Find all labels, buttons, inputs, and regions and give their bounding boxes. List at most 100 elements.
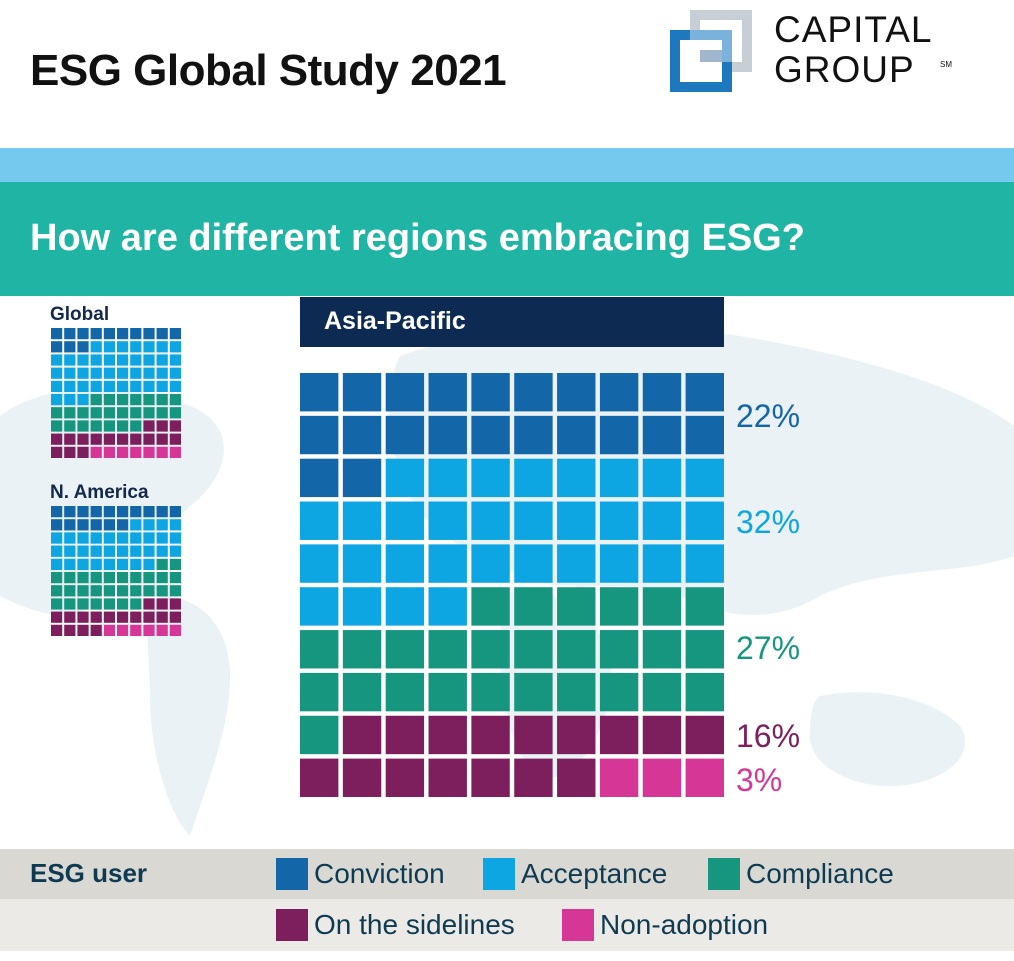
waffle-cell-acceptance [385,501,425,540]
waffle-cell-compliance [514,587,553,626]
waffle-cell-conviction [300,415,339,455]
waffle-cell-compliance [300,630,339,669]
waffle-cell-acceptance [685,544,724,583]
waffle-cell-conviction [169,506,181,518]
waffle-cell-sidelines [169,611,181,623]
waffle-cell-conviction [557,373,596,412]
waffle-cell-sidelines [90,433,102,445]
waffle-cell-acceptance [156,367,168,379]
waffle-cell-acceptance [64,367,76,379]
waffle-cell-acceptance [300,544,339,583]
logo-line-2: GROUP [774,49,915,90]
waffle-cell-acceptance [51,367,63,379]
legend-item-compliance: Compliance [708,858,894,890]
waffle-cell-acceptance [90,354,102,366]
waffle-cell-acceptance [77,367,89,379]
waffle-cell-sidelines [116,433,129,445]
waffle-cell-conviction [51,506,63,518]
waffle-cell-acceptance [90,341,102,353]
waffle-cell-conviction [599,415,639,455]
waffle-cell-acceptance [90,532,102,544]
waffle-cell-compliance [642,587,682,626]
conviction-swatch-icon [276,858,308,890]
waffle-cell-non-adoption [103,624,116,636]
waffle-cell-conviction [428,415,467,455]
waffle-cell-compliance [64,598,76,610]
waffle-cell-compliance [64,571,76,584]
waffle-cell-compliance [300,672,339,712]
waffle-cell-acceptance [103,354,116,366]
waffle-cell-conviction [342,373,382,412]
waffle-cell-sidelines [64,446,76,458]
waffle-cell-compliance [385,630,425,669]
waffle-cell-compliance [90,571,102,584]
waffle-cell-acceptance [77,545,89,557]
waffle-cell-acceptance [116,354,129,366]
waffle-cell-acceptance [169,380,181,393]
asia-pacific-chart-title: Asia-Pacific [324,307,466,335]
waffle-cell-sidelines [64,624,76,636]
waffle-cell-acceptance [300,501,339,540]
waffle-cell-acceptance [385,587,425,626]
waffle-cell-compliance [103,420,116,432]
global-chart-title: Global [50,304,110,325]
waffle-cell-acceptance [64,393,76,406]
waffle-cell-acceptance [143,519,155,531]
waffle-cell-sidelines [385,758,425,797]
waffle-cell-conviction [514,415,553,455]
waffle-cell-sidelines [428,758,467,797]
waffle-cell-sidelines [385,715,425,755]
waffle-cell-sidelines [156,433,168,445]
waffle-cell-conviction [103,328,116,340]
waffle-cell-sidelines [130,611,142,623]
waffle-cell-sidelines [342,715,382,755]
waffle-cell-sidelines [116,611,129,623]
waffle-cell-acceptance [385,544,425,583]
waffle-cell-compliance [90,407,102,419]
waffle-cell-acceptance [77,558,89,571]
waffle-cell-compliance [156,558,168,571]
waffle-cell-sidelines [51,611,63,623]
waffle-cell-compliance [130,420,142,432]
waffle-cell-acceptance [130,367,142,379]
waffle-cell-acceptance [557,501,596,540]
waffle-cell-acceptance [599,501,639,540]
waffle-cell-acceptance [51,354,63,366]
waffle-cell-acceptance [599,544,639,583]
waffle-cell-acceptance [143,558,155,571]
waffle-cell-acceptance [342,544,382,583]
waffle-cell-acceptance [90,367,102,379]
waffle-cell-acceptance [51,532,63,544]
waffle-cell-acceptance [642,458,682,498]
waffle-cell-compliance [156,571,168,584]
waffle-cell-conviction [77,519,89,531]
waffle-cell-conviction [116,506,129,518]
waffle-cell-compliance [599,587,639,626]
legend-row-2 [0,899,1014,951]
waffle-cell-acceptance [116,545,129,557]
waffle-cell-conviction [642,373,682,412]
sidelines-swatch-icon [276,909,308,941]
n-america-waffle-chart [51,506,181,636]
waffle-cell-compliance [103,598,116,610]
waffle-cell-acceptance [103,532,116,544]
waffle-cell-conviction [64,341,76,353]
waffle-cell-compliance [514,630,553,669]
waffle-cell-compliance [90,585,102,597]
waffle-cell-non-adoption [156,624,168,636]
waffle-cell-acceptance [471,458,510,498]
waffle-cell-conviction [130,328,142,340]
waffle-cell-acceptance [342,587,382,626]
waffle-cell-sidelines [90,611,102,623]
waffle-cell-compliance [77,598,89,610]
waffle-cell-conviction [514,373,553,412]
waffle-cell-non-adoption [143,624,155,636]
waffle-cell-compliance [471,672,510,712]
waffle-cell-sidelines [557,758,596,797]
waffle-cell-conviction [471,373,510,412]
waffle-cell-acceptance [156,545,168,557]
waffle-cell-acceptance [103,558,116,571]
waffle-cell-acceptance [599,458,639,498]
waffle-cell-compliance [130,598,142,610]
pct-label-acceptance: 32% [736,504,801,540]
